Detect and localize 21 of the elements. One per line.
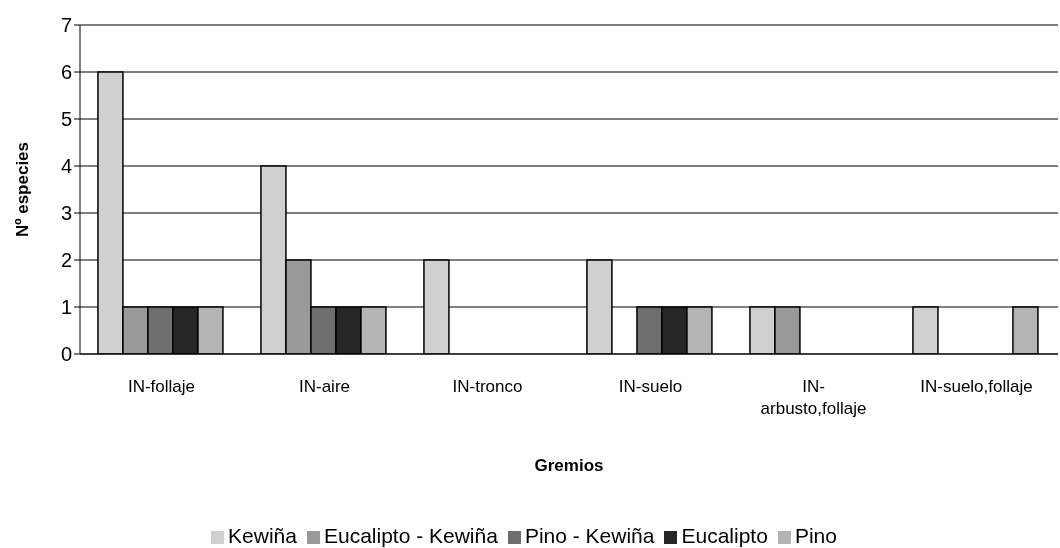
y-axis-title: Nº especies xyxy=(12,141,32,238)
x-tick-label: IN-tronco xyxy=(452,377,523,396)
legend-label: Eucalipto - Kewiña xyxy=(323,524,498,547)
y-tick-label: 7 xyxy=(60,14,72,37)
y-tick-label: 2 xyxy=(60,249,72,272)
x-tick-label: IN-aire xyxy=(298,377,351,396)
x-tick-label: IN-suelo xyxy=(618,377,683,396)
legend-label: Pino xyxy=(794,524,837,547)
y-tick-label: 6 xyxy=(60,61,72,84)
x-tick-label: IN-suelo,follaje xyxy=(920,377,1033,396)
legend-label: Kewiña xyxy=(228,524,297,547)
legend-label: Pino - Kewiña xyxy=(524,524,655,547)
x-tick-label: IN-arbusto,follaje xyxy=(760,377,867,418)
legend-label: Eucalipto xyxy=(681,524,768,547)
y-tick-label: 4 xyxy=(60,155,72,178)
x-tick-label: IN-follaje xyxy=(127,377,196,396)
y-tick-label: 0 xyxy=(60,343,72,366)
y-tick-label: 1 xyxy=(60,296,72,319)
y-tick-label: 5 xyxy=(60,108,72,131)
y-tick-label: 3 xyxy=(60,202,72,225)
x-axis-title: Gremios xyxy=(534,455,604,475)
